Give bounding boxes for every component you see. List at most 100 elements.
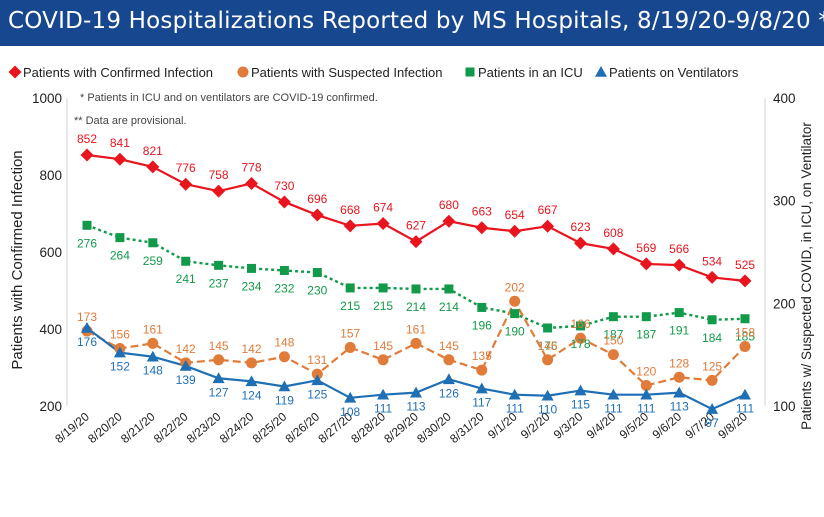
data-label-ventilators: 111 xyxy=(736,402,755,416)
x-tick-label: 8/26/20 xyxy=(283,409,323,446)
data-label-suspected: 161 xyxy=(143,322,163,336)
data-point-patients-with-confirmed-infection xyxy=(541,219,555,233)
data-point-patients-with-suspected-infection xyxy=(377,354,389,366)
data-point-patients-in-an-icu xyxy=(247,263,256,273)
data-point-patients-on-ventilators xyxy=(410,386,422,398)
data-label-confirmed: 674 xyxy=(373,201,393,215)
x-tick-label: 8/21/20 xyxy=(118,409,158,446)
data-point-patients-with-suspected-infection xyxy=(476,364,488,376)
data-point-patients-with-suspected-infection xyxy=(344,341,356,353)
data-label-ventilators: 139 xyxy=(176,373,196,387)
x-tick-label: 8/19/20 xyxy=(52,409,92,446)
data-point-patients-with-confirmed-infection xyxy=(738,274,752,288)
data-point-patients-on-ventilators xyxy=(212,372,225,384)
data-label-suspected: 166 xyxy=(570,317,590,331)
data-label-icu: 185 xyxy=(735,330,755,344)
data-label-confirmed: 852 xyxy=(77,132,97,146)
data-point-patients-with-suspected-infection xyxy=(640,379,652,391)
data-label-ventilators: 97 xyxy=(705,416,719,430)
data-label-suspected: 158 xyxy=(735,325,755,339)
chart-title: COVID-19 Hospitalizations Reported by MS… xyxy=(8,8,824,34)
x-tick-label: 8/31/20 xyxy=(447,409,487,446)
data-label-confirmed: 776 xyxy=(176,161,196,175)
data-label-icu: 215 xyxy=(373,299,393,313)
data-label-ventilators: 113 xyxy=(406,400,425,414)
data-label-ventilators: 176 xyxy=(77,335,97,349)
data-point-patients-with-confirmed-infection xyxy=(80,148,94,162)
data-label-suspected: 145 xyxy=(439,339,459,353)
data-label-suspected: 125 xyxy=(702,359,722,373)
legend-label: Patients on Ventilators xyxy=(609,65,739,80)
data-point-patients-on-ventilators xyxy=(442,373,455,385)
data-label-confirmed: 730 xyxy=(274,179,294,193)
data-label-ventilators: 110 xyxy=(538,403,557,417)
data-label-icu: 214 xyxy=(406,300,426,314)
data-point-patients-with-confirmed-infection xyxy=(113,152,127,166)
data-point-patients-with-confirmed-infection xyxy=(179,177,193,191)
data-point-patients-on-ventilators xyxy=(475,382,488,394)
data-point-patients-with-suspected-infection xyxy=(739,340,751,352)
x-tick-label: 8/24/20 xyxy=(217,409,257,446)
data-point-patients-in-an-icu xyxy=(312,268,322,278)
data-label-suspected: 145 xyxy=(209,339,229,353)
data-point-patients-with-confirmed-infection xyxy=(310,208,324,222)
y2-axis-title: Patients w/ Suspected COVID, in ICU, on … xyxy=(799,122,814,430)
data-point-patients-in-an-icu xyxy=(214,260,224,270)
data-label-confirmed: 778 xyxy=(241,160,261,174)
data-label-confirmed: 525 xyxy=(735,258,755,272)
data-label-icu: 178 xyxy=(570,337,590,351)
data-label-suspected: 156 xyxy=(110,328,130,342)
y-tick-label: 200 xyxy=(39,399,62,414)
legend-marker xyxy=(465,67,475,77)
data-label-ventilators: 117 xyxy=(472,396,491,410)
data-point-patients-on-ventilators xyxy=(377,388,390,400)
data-point-patients-on-ventilators xyxy=(81,321,93,333)
y-axis-title: Patients with Confirmed Infection xyxy=(9,150,26,369)
x-tick-label: 8/30/20 xyxy=(414,409,454,446)
data-point-patients-on-ventilators xyxy=(739,388,751,400)
data-label-suspected: 173 xyxy=(77,310,97,324)
data-point-patients-on-ventilators xyxy=(278,380,291,392)
data-point-patients-with-confirmed-infection xyxy=(245,176,258,190)
data-point-patients-in-an-icu xyxy=(641,312,651,322)
data-point-patients-with-confirmed-infection xyxy=(409,235,423,249)
data-point-patients-on-ventilators xyxy=(344,391,357,403)
data-label-suspected: 142 xyxy=(241,342,261,356)
data-point-patients-on-ventilators xyxy=(706,403,719,414)
data-point-patients-with-confirmed-infection xyxy=(639,257,653,271)
data-label-ventilators: 148 xyxy=(143,364,163,378)
data-point-patients-on-ventilators xyxy=(640,388,653,400)
data-label-confirmed: 821 xyxy=(143,144,163,158)
data-label-suspected: 120 xyxy=(636,364,656,378)
data-label-icu: 264 xyxy=(110,249,130,263)
data-point-patients-in-an-icu xyxy=(378,283,388,293)
data-label-icu: 232 xyxy=(274,281,294,295)
x-tick-label: 8/22/20 xyxy=(151,409,191,446)
x-tick-label: 8/20/20 xyxy=(85,409,125,446)
data-point-patients-with-confirmed-infection xyxy=(277,195,291,209)
data-label-icu: 190 xyxy=(505,325,525,339)
data-point-patients-with-suspected-infection xyxy=(706,374,718,386)
data-point-patients-with-confirmed-infection xyxy=(212,184,226,198)
data-label-confirmed: 663 xyxy=(472,205,492,219)
data-label-suspected: 135 xyxy=(472,349,492,363)
data-point-patients-with-confirmed-infection xyxy=(475,221,489,235)
data-label-confirmed: 608 xyxy=(603,226,623,240)
data-label-icu: 230 xyxy=(307,284,327,298)
data-point-patients-in-an-icu xyxy=(345,283,355,293)
data-point-patients-in-an-icu xyxy=(115,233,125,243)
data-label-suspected: 161 xyxy=(406,322,426,336)
data-point-patients-on-ventilators xyxy=(607,388,620,400)
data-label-confirmed: 680 xyxy=(439,198,459,212)
data-label-ventilators: 108 xyxy=(340,405,360,419)
data-label-suspected: 131 xyxy=(307,353,327,367)
y2-tick-label: 200 xyxy=(773,296,796,311)
data-point-patients-in-an-icu xyxy=(707,315,717,325)
data-point-patients-in-an-icu xyxy=(608,312,618,322)
data-point-patients-with-suspected-infection xyxy=(213,354,225,366)
y-tick-label: 400 xyxy=(39,322,62,337)
data-label-ventilators: 125 xyxy=(307,387,327,401)
data-point-patients-in-an-icu xyxy=(148,238,158,248)
data-label-suspected: 145 xyxy=(373,339,393,353)
